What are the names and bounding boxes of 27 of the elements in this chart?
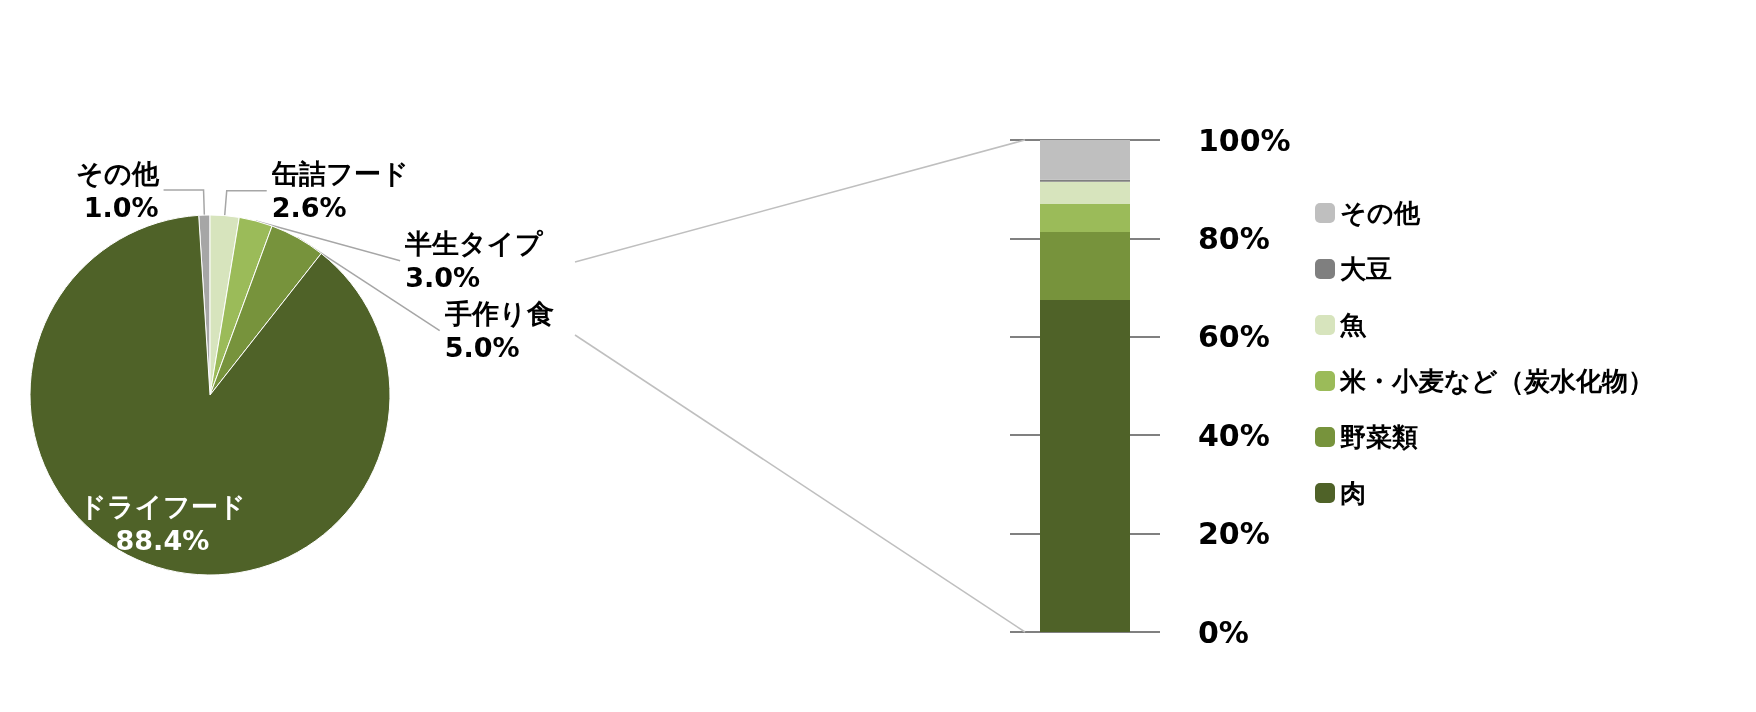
legend-label: 魚: [1339, 310, 1367, 340]
bar: [1040, 140, 1130, 180]
bar: [1040, 181, 1130, 204]
data-label: 5.0%: [444, 332, 520, 364]
y-tick-label: 60%: [1198, 319, 1270, 355]
slice-label: ドライフード: [78, 491, 246, 523]
y-tick-label: 80%: [1198, 220, 1270, 256]
y-tick-label: 20%: [1198, 516, 1270, 552]
slice-label: その他: [75, 157, 160, 189]
legend-label: 大豆: [1340, 254, 1392, 284]
legend-label: 米・小麦など（炭水化物）: [1339, 366, 1654, 396]
y-tick-label: 40%: [1198, 417, 1270, 453]
y-tick-label: 100%: [1198, 122, 1291, 158]
legend-label: 肉: [1340, 478, 1366, 508]
slice-label: 手作り食: [443, 298, 554, 330]
data-label: 3.0%: [405, 262, 481, 294]
data-label: 1.0%: [83, 191, 159, 223]
legend-label: その他: [1340, 198, 1421, 228]
slice-label: 缶詰フード: [270, 158, 409, 190]
bar: [1040, 299, 1130, 632]
bar: [1040, 232, 1130, 300]
legend-label: 野菜類: [1340, 422, 1418, 452]
data-label: 88.4%: [115, 525, 210, 557]
slice-label: 半生タイプ: [404, 228, 545, 260]
y-tick-label: 0%: [1198, 614, 1249, 650]
data-label: 2.6%: [271, 192, 347, 224]
bar: [1040, 203, 1130, 232]
